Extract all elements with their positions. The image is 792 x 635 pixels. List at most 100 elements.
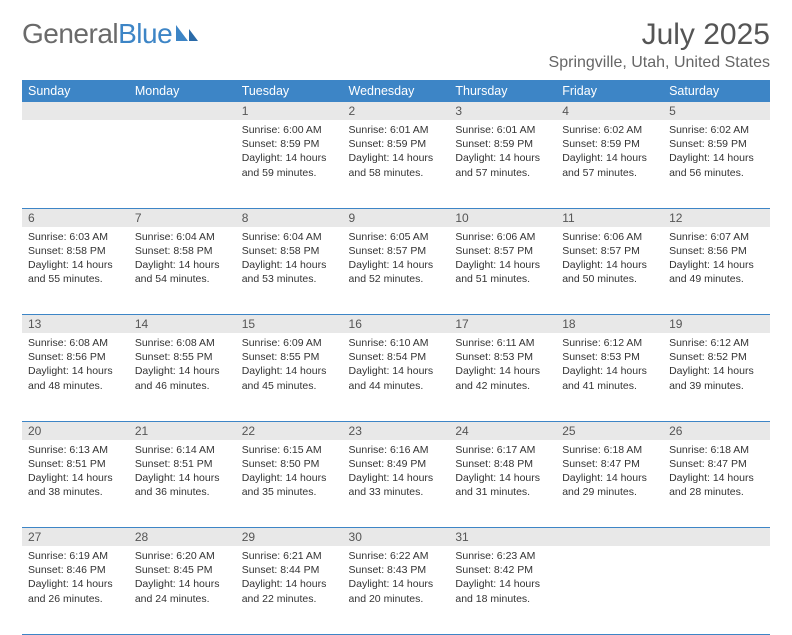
day-cell: Sunrise: 6:14 AMSunset: 8:51 PMDaylight:… [129,440,236,528]
day-content: Sunrise: 6:22 AMSunset: 8:43 PMDaylight:… [343,546,450,612]
day-content: Sunrise: 6:10 AMSunset: 8:54 PMDaylight:… [343,333,450,399]
day-content: Sunrise: 6:01 AMSunset: 8:59 PMDaylight:… [449,120,556,186]
calendar-table: Sunday Monday Tuesday Wednesday Thursday… [22,80,770,635]
day-header: Monday [129,80,236,102]
day-content: Sunrise: 6:03 AMSunset: 8:58 PMDaylight:… [22,227,129,293]
daylight-text: Daylight: 14 hours and 48 minutes. [28,364,123,392]
day-cell: Sunrise: 6:05 AMSunset: 8:57 PMDaylight:… [343,227,450,315]
day-number-cell: 19 [663,315,770,334]
day-number-cell: 11 [556,208,663,227]
day-content: Sunrise: 6:02 AMSunset: 8:59 PMDaylight:… [663,120,770,186]
daylight-text: Daylight: 14 hours and 33 minutes. [349,471,444,499]
sunset-text: Sunset: 8:49 PM [349,457,444,471]
daylight-text: Daylight: 14 hours and 56 minutes. [669,151,764,179]
daynum-row: 20212223242526 [22,421,770,440]
day-cell: Sunrise: 6:08 AMSunset: 8:55 PMDaylight:… [129,333,236,421]
day-content: Sunrise: 6:15 AMSunset: 8:50 PMDaylight:… [236,440,343,506]
sunset-text: Sunset: 8:58 PM [242,244,337,258]
sunset-text: Sunset: 8:59 PM [349,137,444,151]
daylight-text: Daylight: 14 hours and 41 minutes. [562,364,657,392]
sunrise-text: Sunrise: 6:04 AM [242,230,337,244]
day-number-cell [556,528,663,547]
sunset-text: Sunset: 8:51 PM [135,457,230,471]
day-number-cell: 25 [556,421,663,440]
sunrise-text: Sunrise: 6:02 AM [669,123,764,137]
sunset-text: Sunset: 8:53 PM [455,350,550,364]
day-cell: Sunrise: 6:11 AMSunset: 8:53 PMDaylight:… [449,333,556,421]
day-cell: Sunrise: 6:09 AMSunset: 8:55 PMDaylight:… [236,333,343,421]
month-title: July 2025 [549,18,770,52]
day-number-cell: 26 [663,421,770,440]
day-cell: Sunrise: 6:01 AMSunset: 8:59 PMDaylight:… [343,120,450,208]
sunrise-text: Sunrise: 6:04 AM [135,230,230,244]
day-content: Sunrise: 6:09 AMSunset: 8:55 PMDaylight:… [236,333,343,399]
day-content: Sunrise: 6:06 AMSunset: 8:57 PMDaylight:… [449,227,556,293]
day-header: Tuesday [236,80,343,102]
logo-sail-icon [174,18,200,50]
sunset-text: Sunset: 8:58 PM [135,244,230,258]
sunset-text: Sunset: 8:59 PM [669,137,764,151]
day-cell: Sunrise: 6:16 AMSunset: 8:49 PMDaylight:… [343,440,450,528]
daylight-text: Daylight: 14 hours and 28 minutes. [669,471,764,499]
sunrise-text: Sunrise: 6:01 AM [349,123,444,137]
sunset-text: Sunset: 8:59 PM [242,137,337,151]
day-header-row: Sunday Monday Tuesday Wednesday Thursday… [22,80,770,102]
day-number-cell: 24 [449,421,556,440]
daynum-row: 13141516171819 [22,315,770,334]
day-cell: Sunrise: 6:01 AMSunset: 8:59 PMDaylight:… [449,120,556,208]
day-content: Sunrise: 6:00 AMSunset: 8:59 PMDaylight:… [236,120,343,186]
day-number-cell: 10 [449,208,556,227]
day-cell: Sunrise: 6:03 AMSunset: 8:58 PMDaylight:… [22,227,129,315]
daylight-text: Daylight: 14 hours and 36 minutes. [135,471,230,499]
day-cell: Sunrise: 6:12 AMSunset: 8:52 PMDaylight:… [663,333,770,421]
day-number-cell: 29 [236,528,343,547]
daylight-text: Daylight: 14 hours and 52 minutes. [349,258,444,286]
day-number-cell: 20 [22,421,129,440]
day-content: Sunrise: 6:07 AMSunset: 8:56 PMDaylight:… [663,227,770,293]
day-number-cell: 15 [236,315,343,334]
daylight-text: Daylight: 14 hours and 54 minutes. [135,258,230,286]
day-cell: Sunrise: 6:04 AMSunset: 8:58 PMDaylight:… [129,227,236,315]
daylight-text: Daylight: 14 hours and 45 minutes. [242,364,337,392]
day-content: Sunrise: 6:18 AMSunset: 8:47 PMDaylight:… [556,440,663,506]
day-number-cell: 12 [663,208,770,227]
daylight-text: Daylight: 14 hours and 55 minutes. [28,258,123,286]
daylight-text: Daylight: 14 hours and 59 minutes. [242,151,337,179]
sunset-text: Sunset: 8:43 PM [349,563,444,577]
day-cell: Sunrise: 6:21 AMSunset: 8:44 PMDaylight:… [236,546,343,634]
day-content: Sunrise: 6:04 AMSunset: 8:58 PMDaylight:… [236,227,343,293]
daylight-text: Daylight: 14 hours and 51 minutes. [455,258,550,286]
sunset-text: Sunset: 8:55 PM [135,350,230,364]
sunrise-text: Sunrise: 6:06 AM [455,230,550,244]
sunset-text: Sunset: 8:44 PM [242,563,337,577]
day-number-cell: 17 [449,315,556,334]
sunset-text: Sunset: 8:42 PM [455,563,550,577]
day-number-cell: 1 [236,102,343,120]
day-content: Sunrise: 6:01 AMSunset: 8:59 PMDaylight:… [343,120,450,186]
day-header: Sunday [22,80,129,102]
day-cell: Sunrise: 6:13 AMSunset: 8:51 PMDaylight:… [22,440,129,528]
sunrise-text: Sunrise: 6:09 AM [242,336,337,350]
day-cell: Sunrise: 6:02 AMSunset: 8:59 PMDaylight:… [556,120,663,208]
day-header: Saturday [663,80,770,102]
sunset-text: Sunset: 8:50 PM [242,457,337,471]
sunset-text: Sunset: 8:59 PM [562,137,657,151]
day-number-cell: 18 [556,315,663,334]
daylight-text: Daylight: 14 hours and 31 minutes. [455,471,550,499]
day-cell [663,546,770,634]
sunset-text: Sunset: 8:58 PM [28,244,123,258]
sunrise-text: Sunrise: 6:18 AM [562,443,657,457]
sunrise-text: Sunrise: 6:08 AM [28,336,123,350]
day-content: Sunrise: 6:02 AMSunset: 8:59 PMDaylight:… [556,120,663,186]
day-cell: Sunrise: 6:19 AMSunset: 8:46 PMDaylight:… [22,546,129,634]
day-number-cell: 22 [236,421,343,440]
calendar-page: GeneralBlue July 2025 Springville, Utah,… [0,0,792,635]
day-number-cell: 2 [343,102,450,120]
sunrise-text: Sunrise: 6:12 AM [562,336,657,350]
day-number-cell: 31 [449,528,556,547]
day-number-cell: 6 [22,208,129,227]
daylight-text: Daylight: 14 hours and 38 minutes. [28,471,123,499]
sunrise-text: Sunrise: 6:16 AM [349,443,444,457]
sunrise-text: Sunrise: 6:06 AM [562,230,657,244]
sunrise-text: Sunrise: 6:13 AM [28,443,123,457]
